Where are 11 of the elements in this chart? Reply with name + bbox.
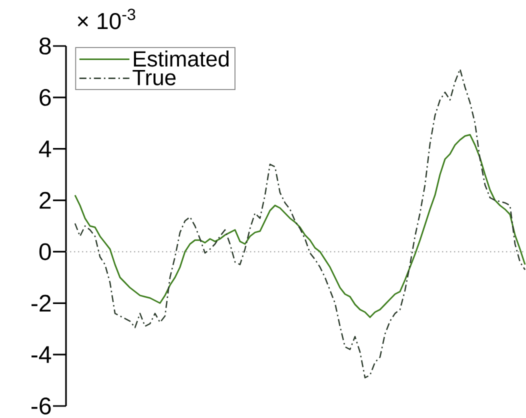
y-tick-label: -4 bbox=[32, 346, 52, 363]
y-tick-label: 8 bbox=[39, 38, 51, 54]
y-tick-label: 4 bbox=[39, 140, 52, 158]
y-tick-label: 0 bbox=[39, 243, 51, 260]
y-tick-label: -2 bbox=[32, 294, 51, 312]
y-tick-label: 6 bbox=[40, 88, 51, 106]
y-axis-title: × 10$^{-3}$ bbox=[78, 8, 136, 30]
y-tick-label: 2 bbox=[40, 192, 51, 209]
legend-label: Estimated bbox=[134, 50, 229, 67]
legend-label: True bbox=[132, 70, 176, 86]
y-tick-label: -6 bbox=[32, 398, 51, 414]
